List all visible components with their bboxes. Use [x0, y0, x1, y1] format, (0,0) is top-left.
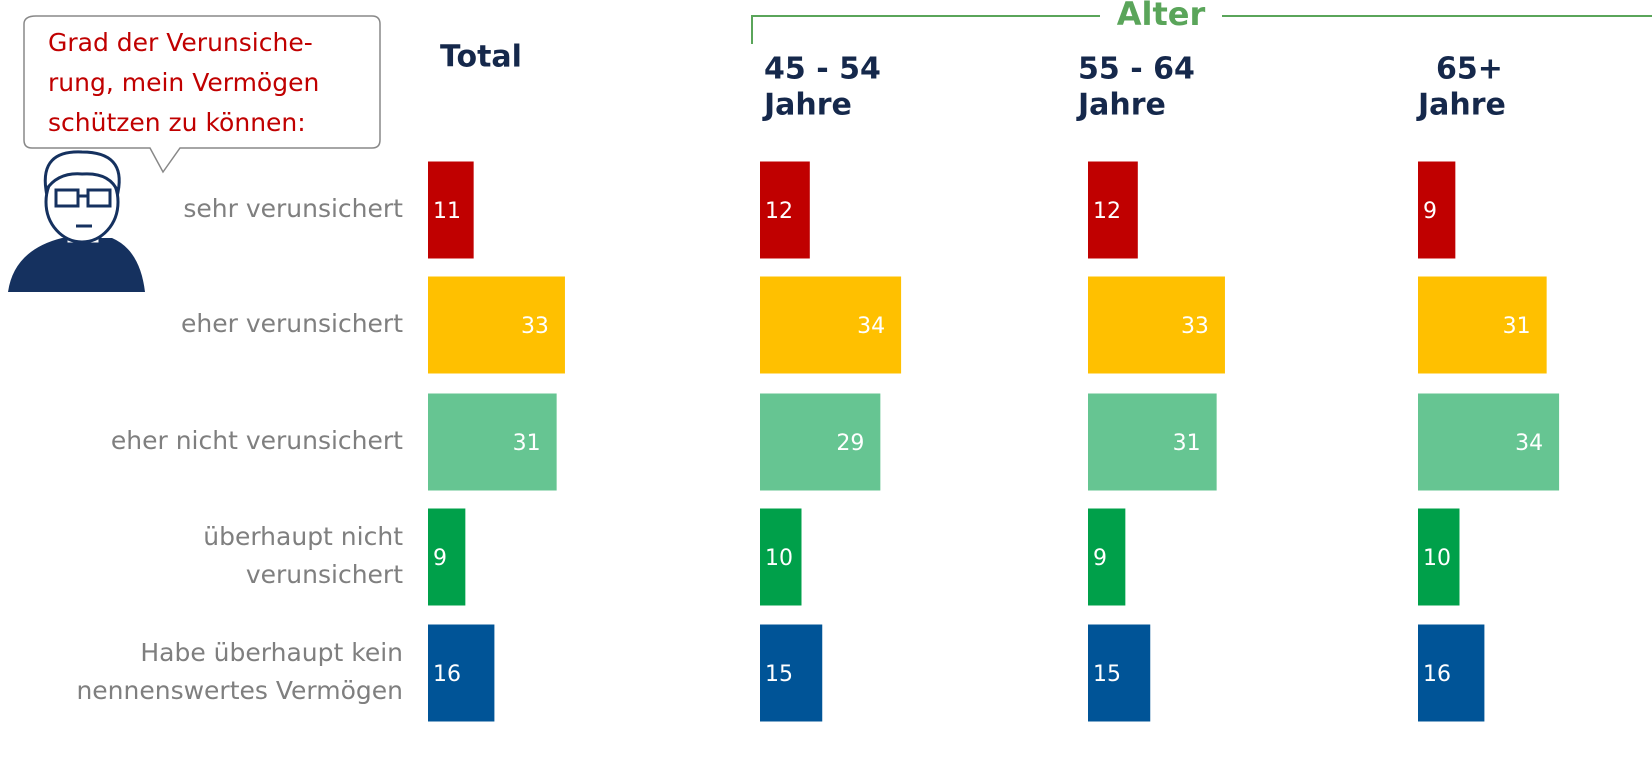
category-label: eher verunsichert	[181, 309, 403, 338]
value-label: 11	[433, 199, 461, 224]
category-label: überhaupt nicht	[203, 522, 403, 551]
panel-title: Total	[440, 40, 522, 75]
chart: Grad der Verunsiche-rung, mein Vermögen s…	[0, 0, 1652, 764]
question-text: Grad der Verunsiche-	[48, 28, 313, 57]
value-label: 34	[1515, 431, 1543, 456]
value-label: 31	[513, 431, 541, 456]
value-label: 15	[765, 662, 793, 687]
value-label: 16	[433, 662, 461, 687]
value-label: 31	[1503, 314, 1531, 339]
value-label: 9	[1093, 546, 1107, 571]
category-label: Habe überhaupt kein	[140, 638, 403, 667]
panel-title: 55 - 64	[1078, 52, 1195, 87]
question-text: rung, mein Vermögen	[48, 68, 319, 97]
value-label: 33	[521, 314, 549, 339]
value-label: 34	[857, 314, 885, 339]
group-label: Alter	[1117, 0, 1206, 33]
person-icon	[8, 152, 145, 292]
panel-title: 45 - 54	[764, 52, 881, 87]
value-label: 9	[1423, 199, 1437, 224]
value-label: 9	[433, 546, 447, 571]
panel-title: Jahre	[762, 88, 852, 123]
category-label: nennenswertes Vermögen	[76, 676, 403, 705]
value-label: 12	[1093, 199, 1121, 224]
category-label: eher nicht verunsichert	[111, 426, 403, 455]
category-label: verunsichert	[246, 560, 403, 589]
panel-title: Jahre	[1416, 88, 1506, 123]
value-label: 16	[1423, 662, 1451, 687]
value-label: 12	[765, 199, 793, 224]
value-label: 10	[1423, 546, 1451, 571]
question-text: schützen zu können:	[48, 108, 306, 137]
value-label: 15	[1093, 662, 1121, 687]
panel-title: Jahre	[1076, 88, 1166, 123]
value-label: 33	[1181, 314, 1209, 339]
category-label: sehr verunsichert	[183, 194, 403, 223]
value-label: 10	[765, 546, 793, 571]
value-label: 31	[1173, 431, 1201, 456]
value-label: 29	[836, 431, 864, 456]
panel-title: 65+	[1436, 52, 1503, 87]
